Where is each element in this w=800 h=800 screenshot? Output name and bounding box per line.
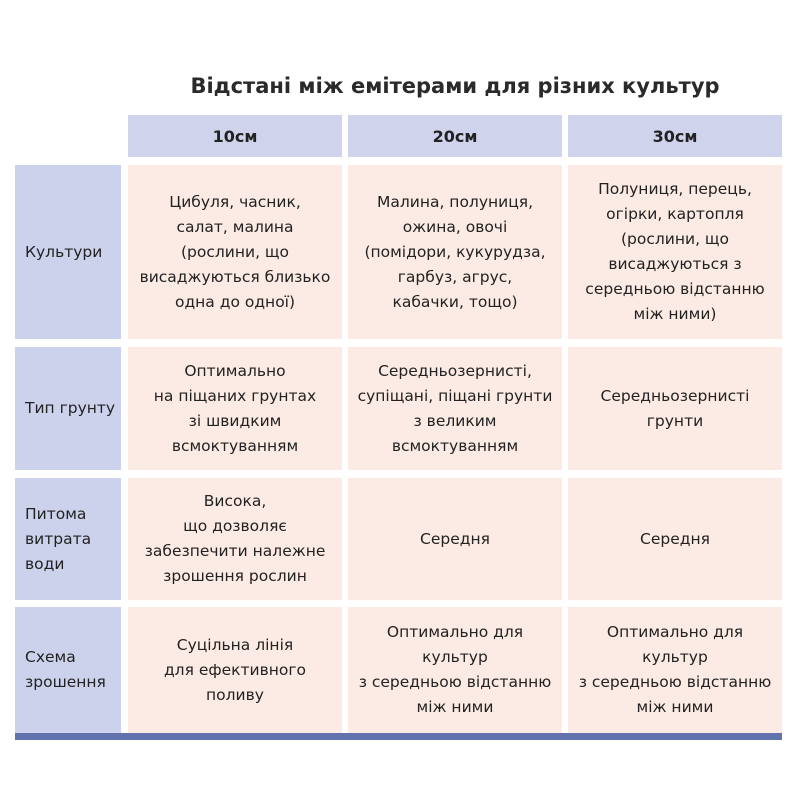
table-cell: Оптимально для культур з середньою відст…	[568, 607, 782, 733]
table-cell: Середня	[568, 478, 782, 600]
row-label-soil-type: Тип грунту	[15, 347, 121, 470]
row-label-water-use: Питома витрата води	[15, 478, 121, 600]
table-cell: Середня	[348, 478, 562, 600]
column-header-10cm: 10см	[128, 115, 342, 157]
table-cell: Малина, полуниця, ожина, овочі (помідори…	[348, 165, 562, 339]
row-label-crops: Культури	[15, 165, 121, 339]
column-header-30cm: 30см	[568, 115, 782, 157]
table-cell: Суцільна лінія для ефективного поливу	[128, 607, 342, 733]
table-cell: Оптимально для культур з середньою відст…	[348, 607, 562, 733]
column-header-20cm: 20см	[348, 115, 562, 157]
row-label-irrigation-scheme: Схема зрошення	[15, 607, 121, 733]
table-cell: Середньозернисті грунти	[568, 347, 782, 470]
table-cell: Цибуля, часник, салат, малина (рослини, …	[128, 165, 342, 339]
bottom-divider	[15, 733, 782, 740]
table-title: Відстані між емітерами для різних культу…	[190, 74, 720, 98]
table-cell: Полуниця, перець, огірки, картопля (росл…	[568, 165, 782, 339]
table-cell: Оптимально на піщаних грунтах зі швидким…	[128, 347, 342, 470]
table-cell: Середньозернисті, супіщані, піщані грунт…	[348, 347, 562, 470]
table-cell: Висока, що дозволяє забезпечити належне …	[128, 478, 342, 600]
